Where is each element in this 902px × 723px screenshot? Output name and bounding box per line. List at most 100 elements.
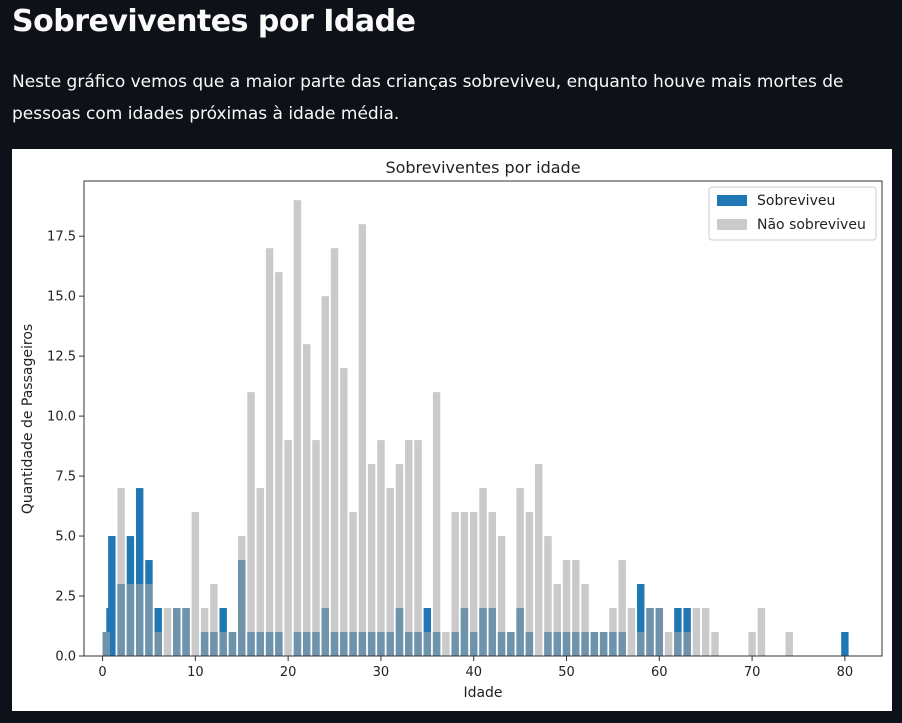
bar-not-survived <box>228 632 237 656</box>
bar-survived <box>637 584 645 656</box>
bar-not-survived <box>701 608 710 656</box>
bar-not-survived <box>544 536 552 656</box>
bar-not-survived <box>748 632 756 656</box>
bar-not-survived <box>627 608 636 656</box>
x-tick-label: 30 <box>373 665 390 680</box>
bar-not-survived <box>219 632 227 656</box>
bar-not-survived <box>683 632 691 656</box>
bar-not-survived <box>284 440 292 656</box>
y-axis-ticks: 0.0 2.5 5.0 7.5 10.0 12.5 15.0 17.5 <box>47 230 84 665</box>
bar-not-survived <box>386 488 394 656</box>
bar-not-survived <box>637 632 645 656</box>
y-tick-label: 5.0 <box>55 530 76 545</box>
bar-not-survived <box>312 440 320 656</box>
bar-not-survived <box>711 632 719 656</box>
bar-not-survived <box>395 464 404 656</box>
bar-not-survived <box>590 632 599 656</box>
legend-frame <box>708 186 877 241</box>
bar-not-survived <box>525 512 534 656</box>
bar-not-survived <box>507 632 515 656</box>
bar-not-survived <box>247 392 255 656</box>
bar-survived <box>108 536 116 656</box>
bar-not-survived <box>173 608 181 656</box>
page-description: Neste gráfico vemos que a maior parte da… <box>12 72 844 124</box>
plot-frame <box>83 180 883 657</box>
bar-survived <box>841 632 849 656</box>
legend-swatch-survived <box>717 195 747 206</box>
legend-swatch-not-survived <box>717 219 747 230</box>
bar-not-survived <box>609 608 617 656</box>
legend: Sobreviveu Não sobreviveu <box>708 186 877 241</box>
x-tick-label: 10 <box>187 665 204 680</box>
y-tick-label: 7.5 <box>55 470 76 485</box>
bar-not-survived <box>460 512 469 656</box>
bar-not-survived <box>126 584 135 656</box>
bar-not-survived <box>321 296 329 656</box>
bar-not-survived <box>599 632 608 656</box>
bar-not-survived <box>442 632 450 656</box>
legend-label-survived: Sobreviveu <box>757 193 835 209</box>
bar-not-survived <box>191 512 200 656</box>
bar-not-survived <box>135 584 144 656</box>
x-tick-label: 0 <box>98 665 106 680</box>
page-title: Sobreviventes por Idade <box>12 4 416 39</box>
bar-not-survived <box>210 584 218 656</box>
x-tick-label: 70 <box>744 665 761 680</box>
x-tick-label: 80 <box>837 665 854 680</box>
bar-survived <box>135 488 144 656</box>
bar-not-survived <box>757 608 766 656</box>
bar-not-survived <box>785 632 793 656</box>
y-tick-label: 17.5 <box>47 230 76 245</box>
bar-not-survived <box>497 536 506 656</box>
bar-not-survived <box>553 584 561 656</box>
bar-not-survived <box>692 608 701 656</box>
bar-not-survived <box>516 488 524 656</box>
bar-not-survived <box>562 560 571 656</box>
y-tick-label: 0.0 <box>55 650 76 665</box>
bar-not-survived <box>145 584 153 656</box>
bar-not-survived <box>238 536 246 656</box>
y-axis-label: Quantidade de Passageiros <box>20 324 36 514</box>
bar-not-survived <box>340 368 348 656</box>
y-tick-label: 12.5 <box>47 350 76 365</box>
bar-not-survived <box>154 632 162 656</box>
bar-not-survived <box>423 632 432 656</box>
x-tick-label: 50 <box>558 665 575 680</box>
x-tick-label: 60 <box>651 665 668 680</box>
bar-not-survived <box>572 560 580 656</box>
bar-not-survived <box>349 512 357 656</box>
x-axis-label: Idade <box>463 685 502 701</box>
y-tick-label: 2.5 <box>55 590 76 605</box>
bar-not-survived <box>256 488 265 656</box>
bar-not-survived <box>674 632 682 656</box>
bars-group <box>102 200 849 656</box>
bar-not-survived <box>265 248 274 656</box>
x-tick-label: 20 <box>280 665 297 680</box>
bar-not-survived <box>581 584 589 656</box>
bar-not-survived <box>479 488 487 656</box>
chart-container: Sobreviventes por idade 0 10 20 30 40 50 60 70 8… <box>12 149 892 711</box>
x-tick-label: 40 <box>465 665 482 680</box>
bar-not-survived <box>302 344 311 656</box>
bar-not-survived <box>102 632 110 656</box>
bar-not-survived <box>451 512 459 656</box>
bar-not-survived <box>163 608 172 656</box>
bar-not-survived <box>330 248 339 656</box>
bar-not-survived <box>117 488 125 656</box>
bar-not-survived <box>182 608 190 656</box>
bar-not-survived <box>200 608 209 656</box>
bar-not-survived <box>358 224 367 656</box>
bar-not-survived <box>405 440 413 656</box>
bar-not-survived <box>534 464 543 656</box>
bar-not-survived <box>293 200 302 656</box>
bar-not-survived <box>414 440 422 656</box>
x-axis-ticks: 0 10 20 30 40 50 60 70 80 <box>98 656 853 680</box>
bar-not-survived <box>655 608 664 656</box>
y-tick-label: 10.0 <box>47 410 76 425</box>
y-tick-label: 15.0 <box>47 290 76 305</box>
bar-not-survived <box>646 608 654 656</box>
bar-not-survived <box>664 632 673 656</box>
age-survival-bar-chart: Sobreviventes por idade 0 10 20 30 40 50 60 70 8… <box>20 158 883 701</box>
chart-title: Sobreviventes por idade <box>385 158 580 177</box>
bar-not-survived <box>470 512 478 656</box>
